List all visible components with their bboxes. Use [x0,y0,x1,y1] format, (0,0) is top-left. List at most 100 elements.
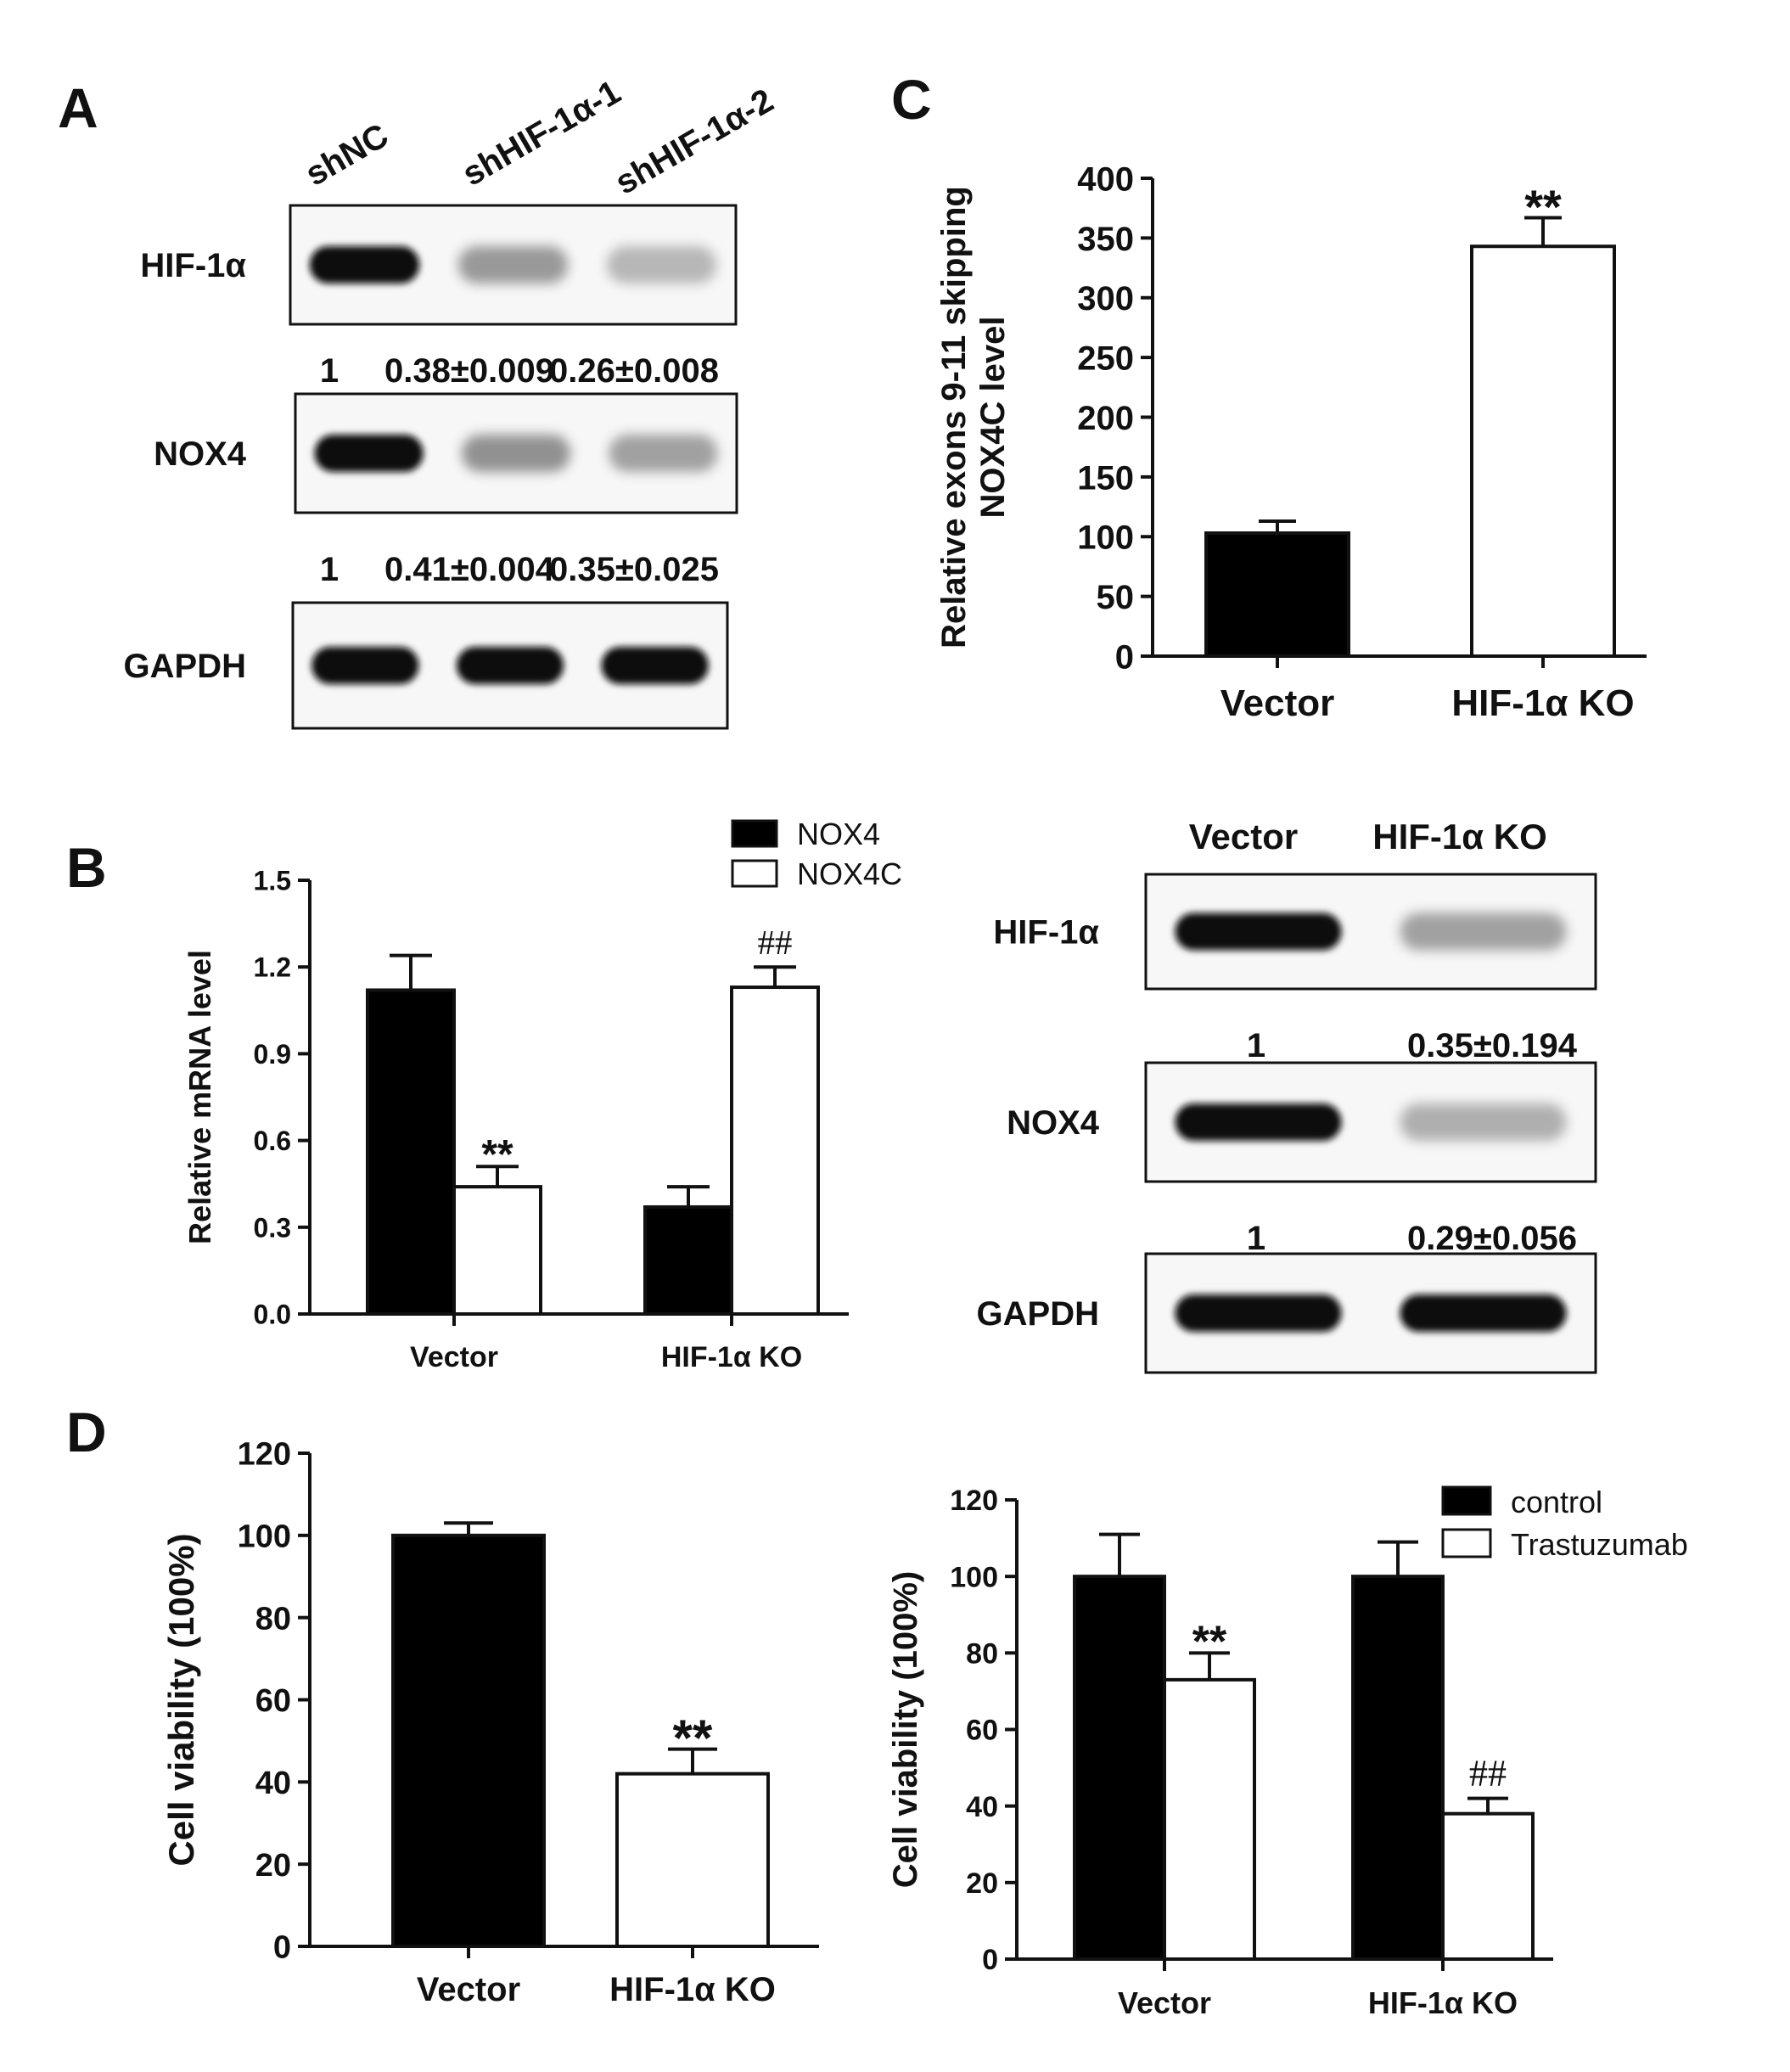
band [1175,912,1342,951]
bar [1470,244,1616,658]
band [609,435,718,472]
quant-value: 1 [1247,1027,1265,1064]
chart-d2: 0 20 40 60 80 100 120 Cell viability (100%) Vect… [887,1485,1688,2020]
blot-hif-1-: HIF-1α 1 0.35±0.194 [993,873,1597,1064]
band [309,246,420,284]
panel-letter-b: B [66,836,107,899]
y-axis-label: Cell viability (100%) [161,1533,201,1866]
quant-value: 1 [320,352,339,390]
band [1400,1294,1567,1332]
lane-label: shHIF-1α-2 [609,81,780,202]
lane-label: HIF-1α KO [1372,817,1547,856]
band [314,435,424,472]
band [1175,1294,1342,1332]
band [457,246,569,284]
quant-value: 0.41±0.004 [384,551,555,588]
lane-label: Vector [1189,817,1298,856]
y-tick-label: 40 [255,1766,291,1801]
x-tick-label: HIF-1α KO [661,1341,802,1373]
y-tick-label: 350 [1077,221,1134,258]
legend-label: control [1511,1485,1602,1519]
lane-label: shNC [300,116,395,193]
bar [1163,1677,1256,1962]
y-tick-label: 60 [966,1715,998,1747]
y-tick-label: 200 [1077,400,1134,437]
y-tick-label: 50 [1097,579,1135,616]
band [601,647,709,684]
x-tick-label: Vector [1220,682,1335,724]
y-tick-label: 1.5 [254,866,291,896]
y-tick-label: 300 [1077,280,1134,317]
chart-b: 0.0 0.3 0.6 0.9 1.2 1.5 Relative mRNA level Vec… [182,817,902,1373]
quant-value: 1 [320,551,339,588]
y-tick-label: 60 [255,1683,291,1719]
legend-swatch [1441,1528,1492,1558]
x-tick-label: Vector [417,1971,520,2008]
quant-value: 1 [1247,1220,1265,1257]
significance-mark: ## [1469,1752,1507,1794]
y-tick-label: 1.2 [254,952,291,983]
y-tick-label: 20 [966,1867,998,1900]
bar [1204,531,1350,659]
band [1400,912,1567,951]
y-tick-label: 120 [238,1437,291,1473]
blot-label: NOX4 [154,435,247,473]
y-tick-label: 0 [982,1944,998,1976]
legend-swatch [1441,1485,1492,1516]
y-tick-label: 150 [1077,459,1134,497]
quant-value: 0.35±0.194 [1407,1027,1578,1064]
y-axis-label: NOX4C level [974,317,1012,519]
bar [643,1204,733,1317]
significance-mark: ** [673,1710,713,1766]
y-tick-label: 0 [1115,638,1134,676]
band [606,246,717,284]
y-tick-label: 80 [255,1601,291,1637]
chart-d1: 0 20 40 60 80 100 120 Cell viability (100%) Vect… [161,1437,819,2008]
x-tick-label: Vector [1118,1985,1211,2020]
quant-value: 0.26±0.008 [549,352,719,390]
significance-mark: ** [481,1132,513,1177]
y-tick-label: 400 [1077,160,1134,198]
blot-nox4: NOX4 1 0.29±0.056 [1007,1061,1597,1257]
band [1175,1103,1342,1141]
y-tick-label: 20 [255,1848,291,1884]
y-tick-label: 120 [950,1485,998,1517]
blot-label: GAPDH [977,1295,1099,1333]
band [461,435,571,472]
bar [730,985,820,1316]
panel-letter-a: A [58,76,98,139]
blot-label: NOX4 [1007,1104,1100,1142]
x-tick-label: HIF-1α KO [1368,1985,1518,2020]
significance-mark: ## [758,924,793,962]
y-axis-label: Relative exons 9-11 skipping [935,186,973,649]
blot-gapdh: GAPDH [977,1252,1597,1374]
x-tick-label: Vector [410,1341,498,1373]
quant-value: 0.29±0.056 [1407,1220,1577,1257]
y-tick-label: 250 [1077,340,1134,378]
bar [1351,1575,1445,1961]
bar [1073,1575,1166,1961]
y-tick-label: 80 [966,1638,998,1671]
chart-c: 0 50 100 150 200 250 300 350 400 Relative exons 9… [935,160,1647,724]
quant-value: 0.38±0.009 [384,352,554,390]
band [456,647,564,684]
legend-label: NOX4 [797,817,880,851]
significance-mark: ** [1192,1618,1227,1667]
y-tick-label: 0 [273,1930,291,1966]
y-tick-label: 0.0 [254,1300,291,1330]
blot-label: HIF-1α [993,914,1099,952]
blot-label: HIF-1α [140,247,246,284]
panel-letter-c: C [891,68,932,131]
panel-letter-d: D [66,1401,107,1463]
y-tick-label: 100 [238,1519,291,1555]
legend-label: Trastuzumab [1511,1527,1688,1562]
y-axis-label: Cell viability (100%) [887,1571,924,1888]
x-tick-label: HIF-1α KO [1451,682,1634,724]
y-tick-label: 100 [1077,519,1134,557]
blot-label: GAPDH [124,648,246,685]
significance-mark: ** [1524,180,1562,233]
bar [391,1533,546,1949]
